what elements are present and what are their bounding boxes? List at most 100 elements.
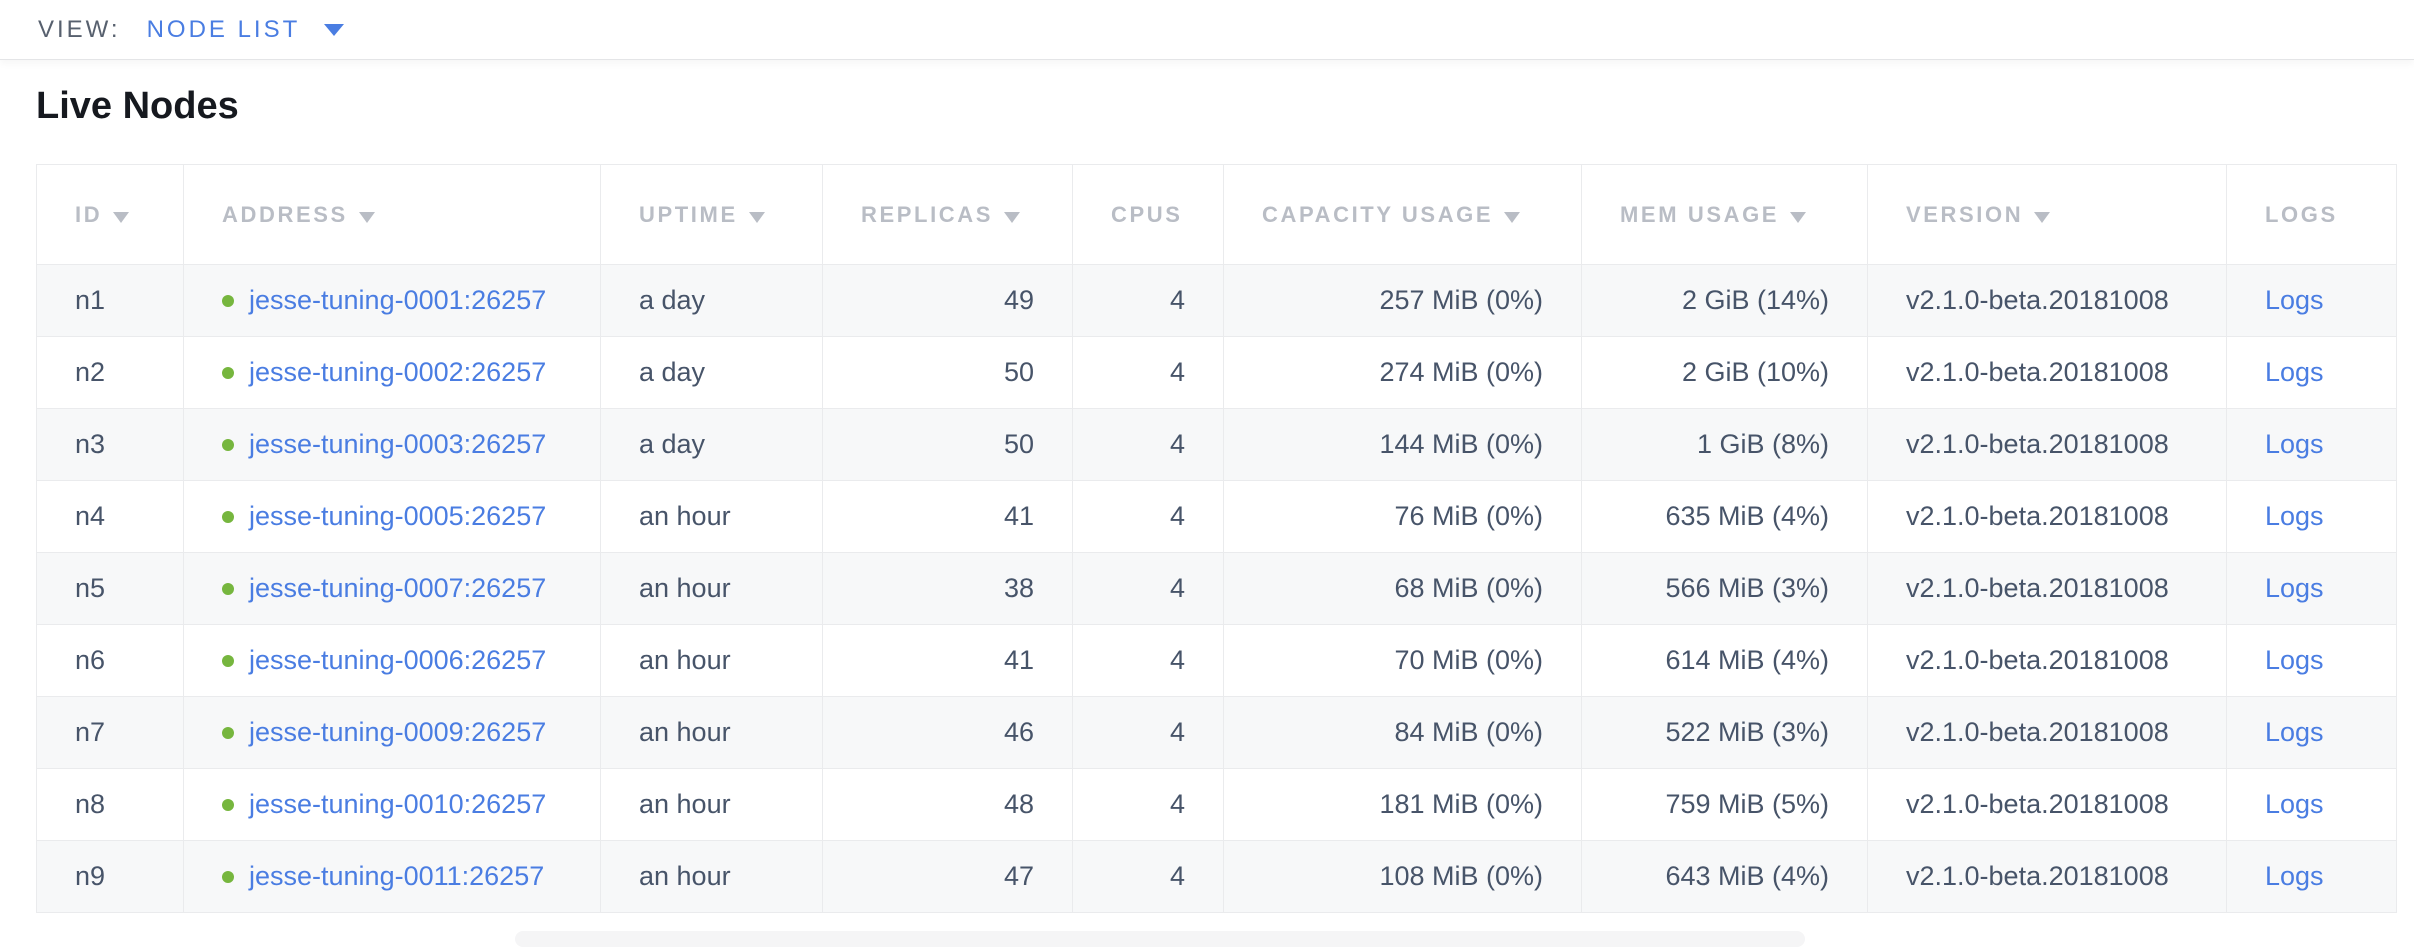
cell-value: v2.1.0-beta.20181008 — [1906, 645, 2169, 675]
cell-uptime: an hour — [600, 480, 823, 553]
cell-value: an hour — [639, 573, 731, 603]
logs-link[interactable]: Logs — [2265, 645, 2324, 675]
cell-version: v2.1.0-beta.20181008 — [1867, 336, 2227, 409]
cell-logs: Logs — [2226, 840, 2397, 913]
cell-logs: Logs — [2226, 624, 2397, 697]
cell-replicas: 41 — [822, 480, 1073, 553]
column-header-replicas[interactable]: REPLICAS — [822, 164, 1073, 265]
cell-mem_usage: 614 MiB (4%) — [1581, 624, 1868, 697]
column-header-label: MEM USAGE — [1620, 201, 1780, 227]
cell-cpus: 4 — [1072, 768, 1224, 841]
live-nodes-table: ID ADDRESS UPTIME REPLICAS CPUS CAPACITY USAG… — [36, 164, 2397, 913]
cell-value: an hour — [639, 861, 731, 891]
cell-uptime: an hour — [600, 552, 823, 625]
column-header-address[interactable]: ADDRESS — [183, 164, 601, 265]
cell-replicas: 49 — [822, 264, 1073, 337]
cell-replicas: 50 — [822, 408, 1073, 481]
cell-address: jesse-tuning-0002:26257 — [183, 336, 601, 409]
table-row: n6 jesse-tuning-0006:26257 an hour 41 4 70 Mi… — [36, 624, 2397, 697]
logs-link[interactable]: Logs — [2265, 861, 2324, 891]
node-healthy-icon — [222, 367, 234, 379]
cell-value: 48 — [1003, 789, 1034, 819]
main-content: Live Nodes ID ADDRESS UPTIME REPLICAS CPUS CA… — [0, 60, 2414, 913]
node-address-link[interactable]: jesse-tuning-0002:26257 — [249, 357, 547, 387]
table-row: n7 jesse-tuning-0009:26257 an hour 46 4 84 Mi… — [36, 696, 2397, 769]
column-header-uptime[interactable]: UPTIME — [600, 164, 823, 265]
node-address-link[interactable]: jesse-tuning-0006:26257 — [249, 645, 547, 675]
page-title: Live Nodes — [36, 85, 239, 127]
table-row: n5 jesse-tuning-0007:26257 an hour 38 4 68 Mi… — [36, 552, 2397, 625]
cell-value: n4 — [75, 501, 106, 531]
cell-id: n9 — [36, 840, 184, 913]
cell-value: n8 — [75, 789, 106, 819]
cell-capacity_usage: 108 MiB (0%) — [1223, 840, 1582, 913]
cell-cpus: 4 — [1072, 624, 1224, 697]
view-dropdown[interactable]: NODE LIST — [147, 16, 345, 44]
table-row: n4 jesse-tuning-0005:26257 an hour 41 4 76 Mi… — [36, 480, 2397, 553]
cell-mem_usage: 2 GiB (10%) — [1581, 336, 1868, 409]
cell-capacity_usage: 76 MiB (0%) — [1223, 480, 1582, 553]
logs-link[interactable]: Logs — [2265, 429, 2324, 459]
node-healthy-icon — [222, 295, 234, 307]
cell-value: 759 MiB (5%) — [1665, 789, 1829, 819]
node-healthy-icon — [222, 727, 234, 739]
node-address-link[interactable]: jesse-tuning-0003:26257 — [249, 429, 547, 459]
cell-value: a day — [639, 429, 706, 459]
column-header-label: LOGS — [2265, 201, 2338, 227]
column-header-label: CAPACITY USAGE — [1262, 201, 1494, 227]
cell-capacity_usage: 274 MiB (0%) — [1223, 336, 1582, 409]
logs-link[interactable]: Logs — [2265, 573, 2324, 603]
column-header-capacity_usage[interactable]: CAPACITY USAGE — [1223, 164, 1582, 265]
cell-version: v2.1.0-beta.20181008 — [1867, 768, 2227, 841]
cell-value: 274 MiB (0%) — [1379, 357, 1543, 387]
sort-desc-icon — [1504, 211, 1521, 223]
node-address-link[interactable]: jesse-tuning-0007:26257 — [249, 573, 547, 603]
cell-value: 49 — [1003, 285, 1034, 315]
cell-address: jesse-tuning-0010:26257 — [183, 768, 601, 841]
cell-address: jesse-tuning-0007:26257 — [183, 552, 601, 625]
cell-capacity_usage: 181 MiB (0%) — [1223, 768, 1582, 841]
cell-id: n2 — [36, 336, 184, 409]
node-address-link[interactable]: jesse-tuning-0011:26257 — [249, 861, 545, 891]
cell-value: 4 — [1169, 717, 1185, 747]
cell-value: 566 MiB (3%) — [1665, 573, 1829, 603]
cell-uptime: an hour — [600, 768, 823, 841]
cell-address: jesse-tuning-0009:26257 — [183, 696, 601, 769]
table-row: n1 jesse-tuning-0001:26257 a day 49 4 257 MiB… — [36, 264, 2397, 337]
node-address-link[interactable]: jesse-tuning-0010:26257 — [249, 789, 547, 819]
cell-value: an hour — [639, 501, 731, 531]
sort-desc-icon — [748, 211, 765, 223]
cell-value: an hour — [639, 789, 731, 819]
cell-value: 2 GiB (10%) — [1681, 357, 1829, 387]
column-header-mem_usage[interactable]: MEM USAGE — [1581, 164, 1868, 265]
cell-value: v2.1.0-beta.20181008 — [1906, 429, 2169, 459]
column-header-id[interactable]: ID — [36, 164, 184, 265]
node-address-link[interactable]: jesse-tuning-0009:26257 — [249, 717, 547, 747]
logs-link[interactable]: Logs — [2265, 285, 2324, 315]
cell-mem_usage: 759 MiB (5%) — [1581, 768, 1868, 841]
cell-address: jesse-tuning-0006:26257 — [183, 624, 601, 697]
logs-link[interactable]: Logs — [2265, 501, 2324, 531]
node-healthy-icon — [222, 655, 234, 667]
cell-capacity_usage: 84 MiB (0%) — [1223, 696, 1582, 769]
node-address-link[interactable]: jesse-tuning-0001:26257 — [249, 285, 547, 315]
cell-value: v2.1.0-beta.20181008 — [1906, 861, 2169, 891]
node-healthy-icon — [222, 583, 234, 595]
logs-link[interactable]: Logs — [2265, 357, 2324, 387]
cell-value: 50 — [1003, 357, 1034, 387]
cell-version: v2.1.0-beta.20181008 — [1867, 696, 2227, 769]
cell-value: v2.1.0-beta.20181008 — [1906, 285, 2169, 315]
cell-mem_usage: 522 MiB (3%) — [1581, 696, 1868, 769]
cell-id: n1 — [36, 264, 184, 337]
node-address-link[interactable]: jesse-tuning-0005:26257 — [249, 501, 547, 531]
column-header-version[interactable]: VERSION — [1867, 164, 2227, 265]
cell-uptime: a day — [600, 336, 823, 409]
cell-value: 4 — [1169, 861, 1185, 891]
cell-value: 522 MiB (3%) — [1665, 717, 1829, 747]
logs-link[interactable]: Logs — [2265, 717, 2324, 747]
logs-link[interactable]: Logs — [2265, 789, 2324, 819]
cell-value: 4 — [1169, 285, 1185, 315]
cell-id: n4 — [36, 480, 184, 553]
horizontal-scrollbar[interactable] — [515, 931, 1805, 947]
cell-replicas: 47 — [822, 840, 1073, 913]
